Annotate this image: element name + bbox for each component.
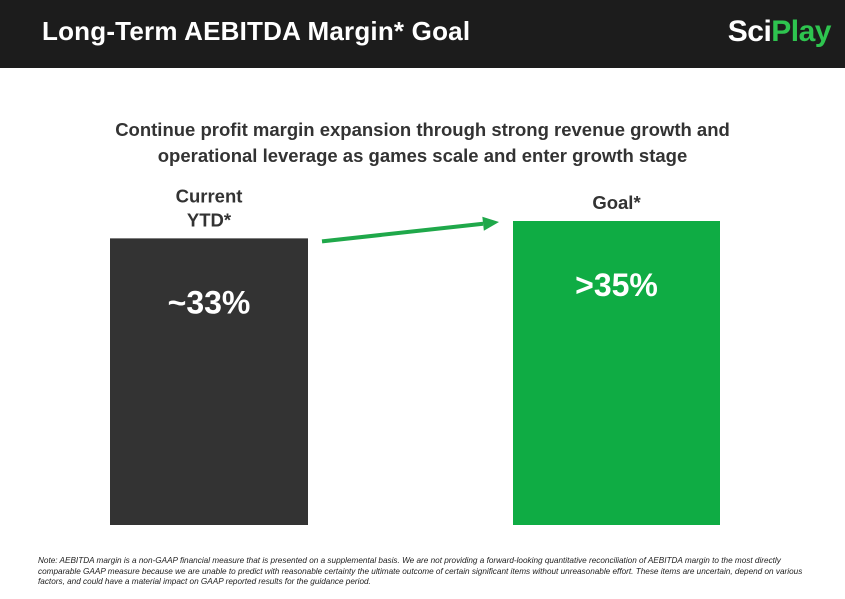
growth-arrow-head xyxy=(482,216,499,231)
slide-subtitle: Continue profit margin expansion through… xyxy=(0,117,845,169)
data-label-current-ytd: ~33% xyxy=(168,284,251,320)
subtitle-line-2: operational leverage as games scale and … xyxy=(157,145,688,166)
category-label-current-ytd-line-2: YTD* xyxy=(187,209,232,230)
bar-goal xyxy=(513,221,720,525)
sciplay-logo: SciPlay xyxy=(727,15,832,49)
subtitle-line-1: Continue profit margin expansion through… xyxy=(115,119,730,140)
data-label-goal: >35% xyxy=(575,267,658,303)
logo-sci-text: Sci xyxy=(727,15,772,48)
growth-arrow-line xyxy=(321,221,484,244)
page-title: Long-Term AEBITDA Margin* Goal xyxy=(42,16,471,46)
category-label-goal-line-1: Goal* xyxy=(592,192,641,213)
logo-play-text: Play xyxy=(771,15,831,48)
footnote: Note: AEBITDA margin is a non-GAAP finan… xyxy=(38,556,803,586)
category-label-current-ytd-line-1: Current xyxy=(176,185,243,206)
bar-current-ytd xyxy=(110,238,308,525)
header-bar: Long-Term AEBITDA Margin* Goal SciPlay xyxy=(0,0,845,68)
